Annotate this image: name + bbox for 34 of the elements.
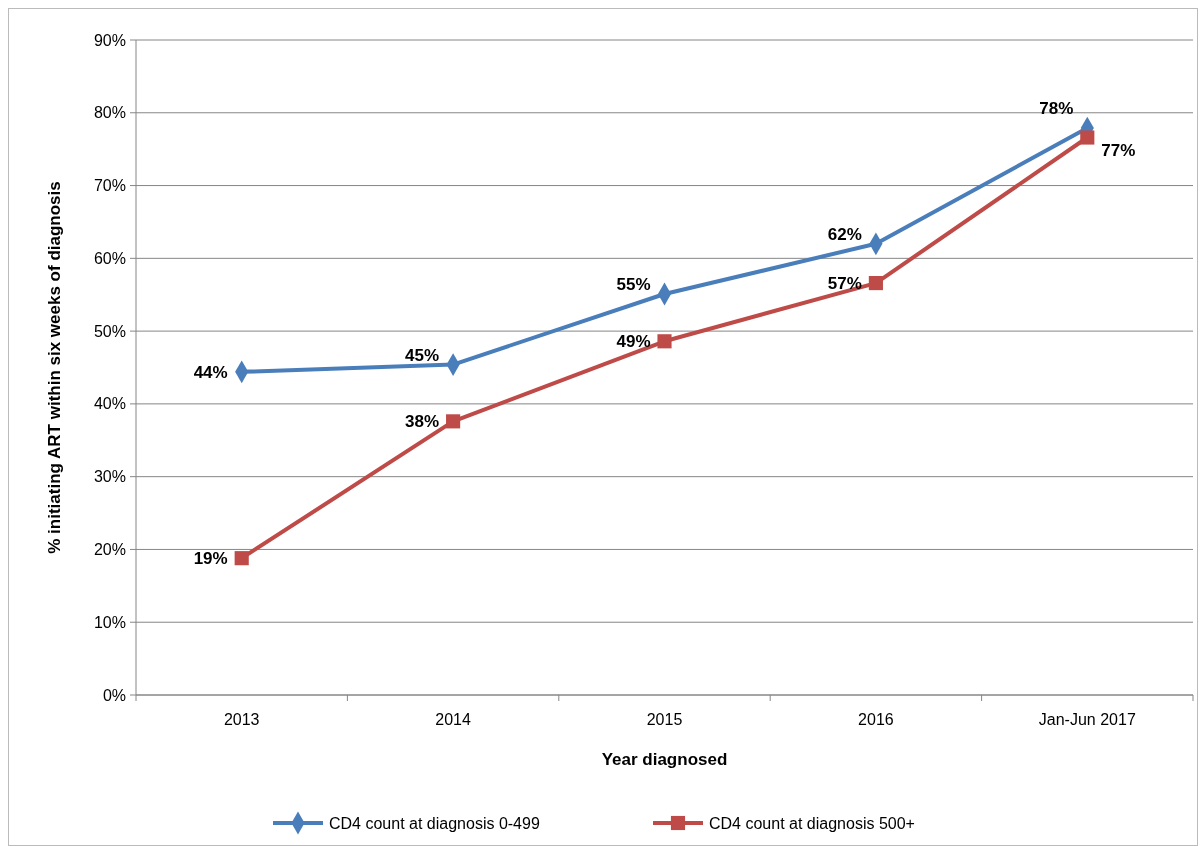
point bbox=[657, 334, 672, 349]
y-tick-label: 50% bbox=[93, 322, 126, 340]
x-tick-label: 2016 bbox=[858, 711, 894, 728]
point bbox=[446, 414, 461, 429]
y-tick-label: 40% bbox=[93, 395, 126, 413]
y-tick-label: 10% bbox=[93, 613, 126, 631]
y-tick-label: 0% bbox=[102, 686, 126, 704]
y-tick-label: 30% bbox=[93, 468, 126, 486]
x-tick-label: 2013 bbox=[223, 711, 260, 728]
y-axis-title: % initiating ART within six weeks of diagnosis bbox=[45, 181, 64, 554]
x-tick-label: Jan-Jun 2017 bbox=[1038, 711, 1136, 728]
y-tick-label: 90% bbox=[93, 31, 126, 49]
data-label: 57% bbox=[827, 274, 862, 294]
y-tick-label: 20% bbox=[93, 541, 126, 559]
legend-label: CD4 count at diagnosis 500+ bbox=[709, 814, 915, 832]
data-label: 44% bbox=[193, 362, 228, 382]
x-axis-title: Year diagnosed bbox=[601, 750, 728, 769]
point bbox=[1080, 130, 1095, 145]
data-label: 38% bbox=[405, 412, 440, 432]
data-label: 55% bbox=[616, 274, 651, 294]
y-tick-label: 70% bbox=[93, 177, 126, 195]
data-label: 49% bbox=[616, 332, 651, 352]
y-tick-label: 60% bbox=[93, 249, 126, 267]
y-tick-label: 80% bbox=[93, 104, 126, 122]
data-label: 19% bbox=[193, 549, 228, 569]
x-tick-label: 2014 bbox=[435, 711, 471, 728]
legend-label: CD4 count at diagnosis 0-499 bbox=[329, 814, 540, 832]
data-label: 45% bbox=[405, 345, 440, 365]
data-label: 78% bbox=[1039, 99, 1074, 119]
point bbox=[868, 276, 883, 291]
data-label: 62% bbox=[827, 224, 862, 244]
data-label: 77% bbox=[1101, 140, 1136, 160]
x-tick-label: 2015 bbox=[646, 711, 683, 728]
point bbox=[234, 551, 249, 566]
